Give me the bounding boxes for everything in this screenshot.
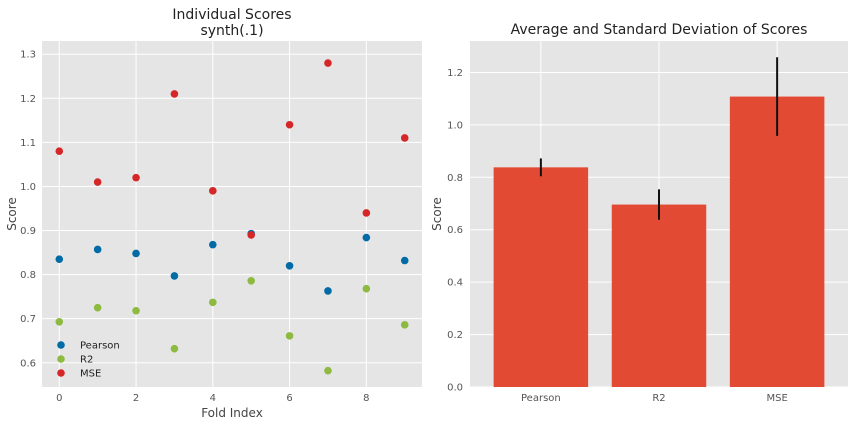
scatter-panel: 0 2 4 6 8 0.6 0.7 0.8 0.9 1.0 1.1 1.2 1.3 Individua… [5,7,422,420]
legend-label-r2: R2 [80,355,93,366]
scatter-legend: Pearson R2 MSE [57,341,120,380]
y-tick-label: 1.0 [20,182,36,193]
bar-y-ticks: 0.0 0.2 0.4 0.6 0.8 1.0 1.2 [447,68,463,394]
legend-marker-mse [57,369,65,377]
y-tick-label: 1.3 [20,50,36,61]
y-tick-label: 1.0 [447,120,463,131]
y-tick-label: 0.8 [20,270,36,281]
point-mse [55,147,64,155]
y-tick-label: 0.6 [447,225,463,236]
point-pearson [285,261,294,270]
point-r2 [170,344,179,353]
point-r2 [55,317,64,326]
point-r2 [362,284,371,293]
bar-r2 [611,204,707,387]
y-tick-label: 0.8 [447,173,463,184]
x-tick-label: 2 [133,393,139,404]
point-mse [170,90,179,98]
point-pearson [324,287,332,295]
y-tick-label: 1.2 [20,94,36,105]
x-tick-label: 6 [286,393,292,404]
x-tick-label: MSE [766,393,787,404]
y-tick-label: 0.4 [447,278,463,289]
point-r2 [93,303,102,312]
error-bars [539,57,779,220]
x-tick-label: 8 [363,393,369,404]
point-mse [209,187,217,195]
scatter-y-ticks: 0.6 0.7 0.8 0.9 1.0 1.1 1.2 1.3 [20,50,36,370]
point-mse [324,59,332,67]
x-tick-label: 0 [56,393,62,404]
point-mse [285,120,294,129]
point-pearson [362,233,371,242]
bar-panel: Pearson R2 MSE 0.0 0.2 0.4 0.6 0.8 1.0 1.2 Avera… [430,22,848,404]
point-r2 [324,366,332,375]
scatter-x-ticks: 0 2 4 6 8 [56,393,369,404]
point-mse [247,231,255,239]
legend-marker-r2 [57,355,65,363]
x-tick-label: 4 [210,393,216,404]
point-r2 [209,298,217,307]
point-pearson [93,245,102,254]
y-tick-label: 0.0 [447,383,463,394]
scatter-x-axis-label: Fold Index [201,406,263,420]
point-pearson [400,256,409,265]
point-r2 [400,321,409,329]
y-tick-label: 1.1 [20,138,36,149]
point-pearson [209,240,217,249]
point-pearson [132,249,140,258]
y-tick-label: 0.6 [20,358,36,369]
bar-x-ticks: Pearson R2 MSE [521,393,788,404]
x-tick-label: R2 [652,393,665,404]
scatter-points [55,59,409,375]
y-tick-label: 0.2 [447,330,463,341]
point-r2 [285,332,294,340]
point-r2 [247,276,255,285]
scatter-title: Individual Scores [172,7,291,23]
point-mse [400,134,409,142]
bars [493,96,825,387]
point-pearson [170,272,179,280]
bar-mse [729,96,825,387]
y-tick-label: 1.2 [447,68,463,79]
point-mse [132,173,140,182]
y-tick-label: 0.7 [20,314,36,325]
point-pearson [55,255,64,263]
legend-label-pearson: Pearson [80,341,120,352]
bar-pearson [493,167,589,387]
bar-y-axis-label: Score [430,197,444,231]
point-mse [362,209,371,217]
bar-title: Average and Standard Deviation of Scores [511,22,808,38]
x-tick-label: Pearson [521,393,561,404]
y-tick-label: 0.9 [20,226,36,237]
legend-label-mse: MSE [80,369,101,380]
scatter-y-axis-label: Score [5,197,19,231]
point-mse [93,178,102,186]
point-r2 [132,306,140,315]
scatter-grid [42,41,422,387]
legend-marker-pearson [57,341,65,349]
scatter-subtitle: synth(.1) [200,23,263,39]
